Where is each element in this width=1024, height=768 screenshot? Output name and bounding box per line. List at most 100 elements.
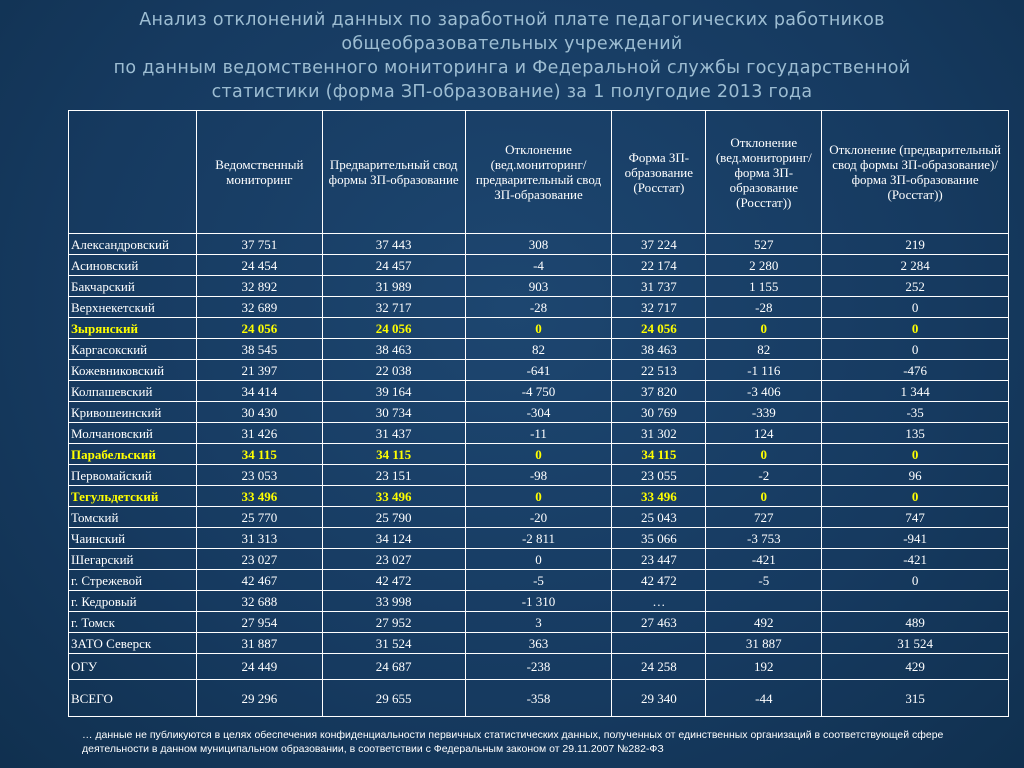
cell: 0: [821, 569, 1009, 591]
cell: -238: [464, 653, 613, 680]
cell: 31 989: [321, 275, 466, 297]
cell: 23 055: [611, 464, 707, 486]
header-cell: Предварительный свод формы ЗП-образовани…: [321, 110, 466, 234]
cell: 31 524: [821, 632, 1009, 654]
cell: [821, 590, 1009, 612]
cell: -421: [821, 548, 1009, 570]
table-row: ВСЕГО 29 296 29 655 -358 29 340 -44 315: [68, 679, 1009, 717]
cell: 33 496: [321, 485, 466, 507]
cell: -5: [705, 569, 823, 591]
cell: 29 296: [195, 679, 323, 717]
cell: 33 998: [321, 590, 466, 612]
row-label: г. Стрежевой: [68, 569, 197, 591]
cell: 42 472: [611, 569, 707, 591]
table-row: Чаинский 31 313 34 124 -2 811 35 066 -3 753 -9…: [68, 527, 1009, 549]
header-cell: Отклонение (вед.мониторинг/форма ЗП-обра…: [705, 110, 823, 234]
row-label: г. Томск: [68, 611, 197, 633]
cell: 0: [464, 485, 613, 507]
cell: 23 151: [321, 464, 466, 486]
cell: 31 887: [705, 632, 823, 654]
cell: -1 310: [464, 590, 613, 612]
table-row: Кожевниковский 21 397 22 038 -641 22 513 -1 1…: [68, 359, 1009, 381]
header-cell: Отклонение (предварительный свод формы З…: [821, 110, 1009, 234]
cell: 1 155: [705, 275, 823, 297]
header-cell: Ведомственный мониторинг: [195, 110, 323, 234]
header-cell: Форма ЗП-образование (Росстат): [611, 110, 707, 234]
cell: 23 053: [195, 464, 323, 486]
cell: 527: [705, 233, 823, 255]
cell: 124: [705, 422, 823, 444]
row-label: Томский: [68, 506, 197, 528]
title-line: Анализ отклонений данных по заработной п…: [139, 10, 885, 30]
table-row: Колпашевский 34 414 39 164 -4 750 37 820 -3 4…: [68, 380, 1009, 402]
cell: -339: [705, 401, 823, 423]
cell: [705, 590, 823, 612]
cell: 24 056: [611, 317, 707, 339]
table-row: Каргасокский 38 545 38 463 82 38 463 82 0: [68, 338, 1009, 360]
row-label: Молчановский: [68, 422, 197, 444]
cell: -2 811: [464, 527, 613, 549]
cell: 903: [464, 275, 613, 297]
cell: 33 496: [195, 485, 323, 507]
cell: -421: [705, 548, 823, 570]
cell: -641: [464, 359, 613, 381]
row-label: Парабельский: [68, 443, 197, 465]
cell: 96: [821, 464, 1009, 486]
data-table: Ведомственный мониторинг Предварительный …: [68, 110, 1009, 717]
cell: 0: [464, 443, 613, 465]
cell: 252: [821, 275, 1009, 297]
cell: 32 717: [611, 296, 707, 318]
row-label: Шегарский: [68, 548, 197, 570]
cell: -20: [464, 506, 613, 528]
cell: 27 954: [195, 611, 323, 633]
cell: 38 463: [321, 338, 466, 360]
cell: -35: [821, 401, 1009, 423]
cell: 27 952: [321, 611, 466, 633]
cell: 37 443: [321, 233, 466, 255]
row-label: Колпашевский: [68, 380, 197, 402]
cell: -5: [464, 569, 613, 591]
table-row: Томский 25 770 25 790 -20 25 043 727 747: [68, 506, 1009, 528]
cell: 42 472: [321, 569, 466, 591]
cell: 42 467: [195, 569, 323, 591]
row-label: ЗАТО Северск: [68, 632, 197, 654]
cell: -4: [464, 254, 613, 276]
cell: 38 545: [195, 338, 323, 360]
table-row: Александровский 37 751 37 443 308 37 224 527 2…: [68, 233, 1009, 255]
table-row: Зырянский 24 056 24 056 0 24 056 0 0: [68, 317, 1009, 339]
cell: 38 463: [611, 338, 707, 360]
cell: …: [611, 590, 707, 612]
cell: 0: [821, 443, 1009, 465]
cell: 31 437: [321, 422, 466, 444]
cell: 0: [464, 317, 613, 339]
cell: 0: [821, 296, 1009, 318]
cell: 32 689: [195, 296, 323, 318]
table-row: Тегульдетский 33 496 33 496 0 33 496 0 0: [68, 485, 1009, 507]
cell: 0: [705, 485, 823, 507]
cell: 429: [821, 653, 1009, 680]
cell: 30 430: [195, 401, 323, 423]
table-row: Первомайский 23 053 23 151 -98 23 055 -2 96: [68, 464, 1009, 486]
row-label: Первомайский: [68, 464, 197, 486]
table-row: Асиновский 24 454 24 457 -4 22 174 2 280 2 284: [68, 254, 1009, 276]
row-label: Чаинский: [68, 527, 197, 549]
cell: 29 340: [611, 679, 707, 717]
row-label: Асиновский: [68, 254, 197, 276]
cell: 22 513: [611, 359, 707, 381]
cell: 32 717: [321, 296, 466, 318]
row-label: Бакчарский: [68, 275, 197, 297]
cell: 31 737: [611, 275, 707, 297]
cell: 37 224: [611, 233, 707, 255]
title-line: статистики (форма ЗП-образование) за 1 п…: [211, 82, 813, 102]
cell: -4 750: [464, 380, 613, 402]
cell: 23 027: [195, 548, 323, 570]
cell: 135: [821, 422, 1009, 444]
cell: 24 687: [321, 653, 466, 680]
cell: 23 447: [611, 548, 707, 570]
cell: -44: [705, 679, 823, 717]
cell: 22 038: [321, 359, 466, 381]
cell: 31 302: [611, 422, 707, 444]
cell: -28: [705, 296, 823, 318]
cell: 0: [821, 338, 1009, 360]
